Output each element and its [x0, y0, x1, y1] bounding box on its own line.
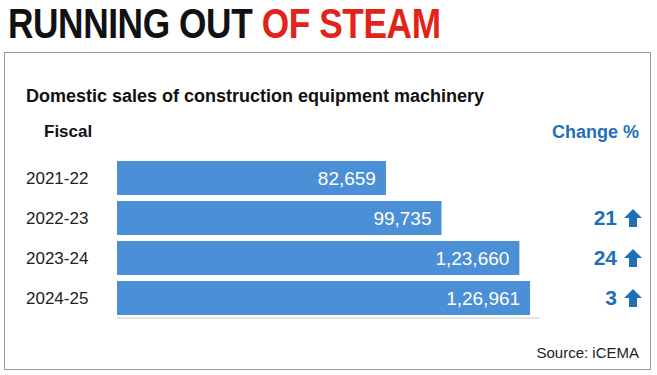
html-text:Domestic sales of construction: Domestic sales of construction equipment…: [26, 86, 485, 106]
svg-text:1,26,961: 1,26,961: [446, 288, 520, 309]
svg-text:2024-25: 2024-25: [26, 289, 88, 308]
html-text:RUNNING OUT OF STEAM: RUNNING OUT OF STEAM: [8, 0, 441, 47]
svg-text:1,23,660: 1,23,660: [435, 248, 509, 269]
html-text:24: 24: [593, 246, 617, 269]
svg-text:2021-22: 2021-22: [26, 169, 88, 188]
svg-text:82,659: 82,659: [318, 168, 376, 189]
html-text:Fiscal: Fiscal: [44, 122, 93, 141]
html-text:Change %: Change %: [552, 122, 639, 142]
svg-text:2022-23: 2022-23: [26, 209, 88, 228]
html-text:Source: iCEMA: Source: iCEMA: [536, 344, 639, 361]
html-text:3: 3: [605, 286, 617, 309]
svg-text:99,735: 99,735: [373, 208, 431, 229]
svg-text:2023-24: 2023-24: [26, 249, 88, 268]
html-text:21: 21: [593, 206, 617, 229]
